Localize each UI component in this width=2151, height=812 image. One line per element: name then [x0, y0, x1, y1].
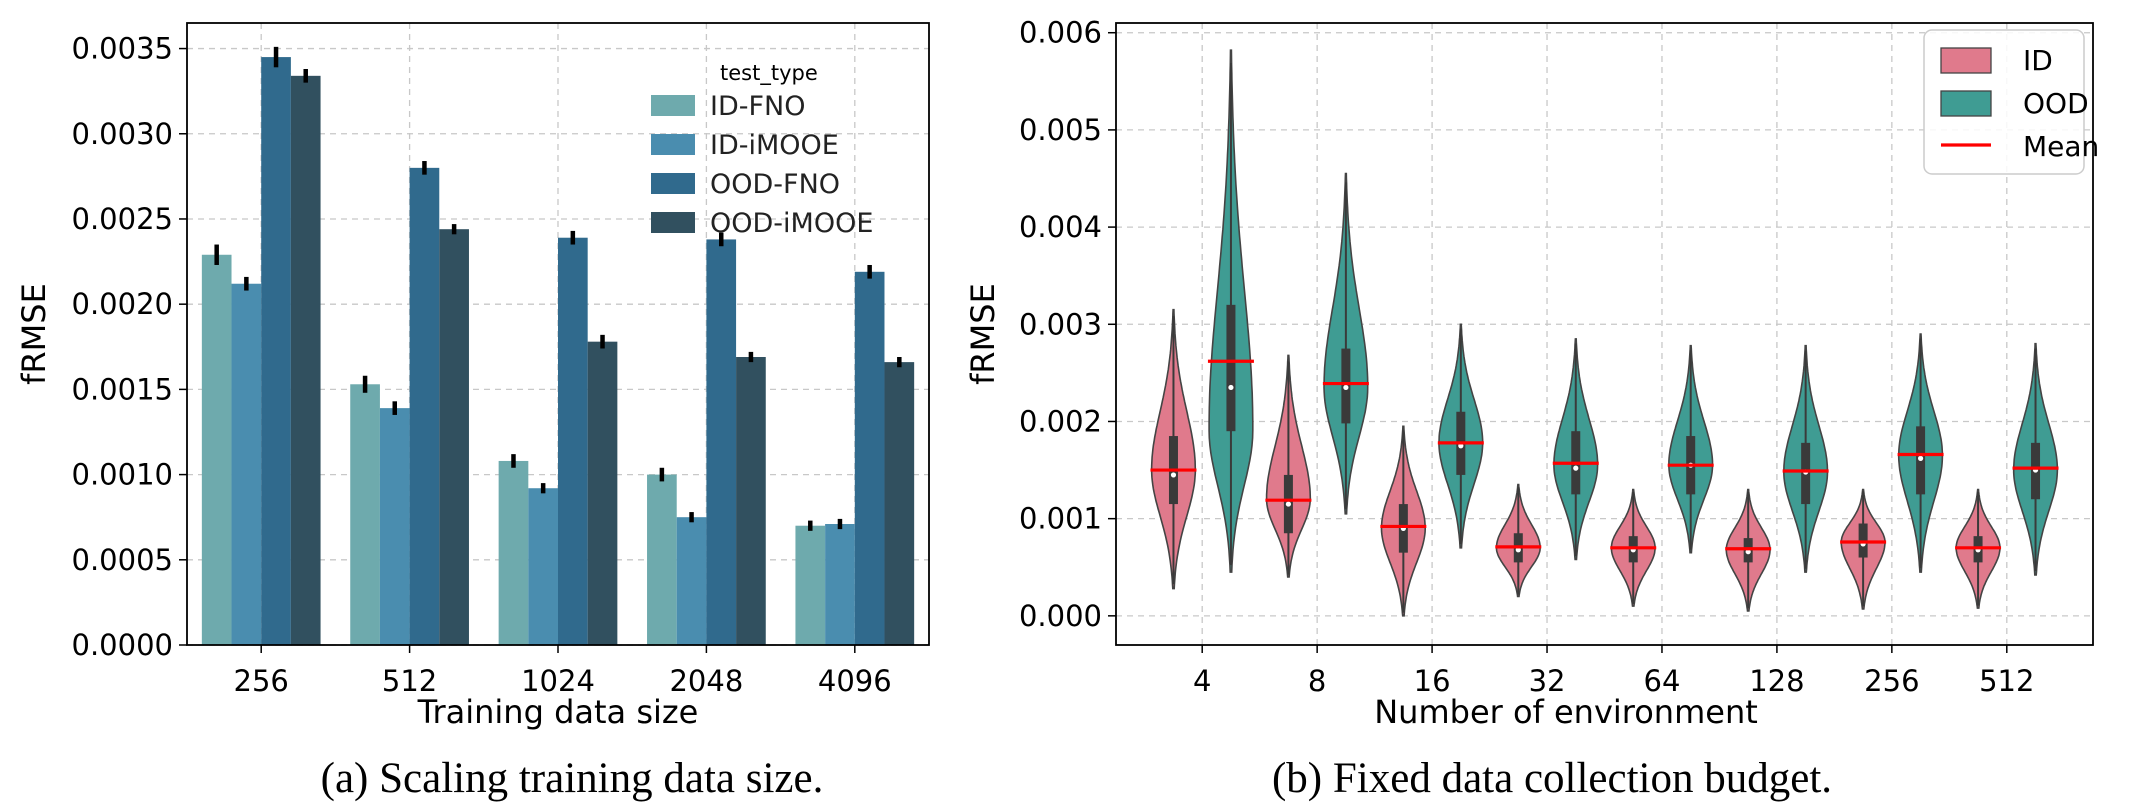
- violin-median: [1458, 443, 1464, 449]
- legend-label: ID: [2023, 44, 2053, 77]
- bar: [647, 474, 677, 645]
- bar: [884, 362, 915, 645]
- x-tick-label: 2048: [669, 664, 743, 698]
- legend-title: test_type: [720, 61, 818, 86]
- violin-chart-y-ticks: 0.000 0.001 0.002 0.003 0.004 0.005 0.006: [1019, 16, 1116, 633]
- y-tick-label: 0.0005: [72, 543, 173, 577]
- caption-a: (a) Scaling training data size.: [321, 755, 824, 802]
- legend-label: ID-FNO: [710, 91, 805, 122]
- violin-median: [1917, 455, 1924, 461]
- y-tick-label: 0.0025: [72, 202, 173, 236]
- bar: [825, 524, 855, 645]
- bar: [350, 384, 380, 645]
- bar: [706, 239, 737, 645]
- y-tick-label: 0.004: [1019, 210, 1102, 244]
- x-tick-label: 64: [1644, 664, 1681, 698]
- violin-chart-legend: ID OOD Mean: [1923, 29, 2099, 175]
- violin-chart-x-axis-label: Number of environment: [1374, 693, 1758, 731]
- violin-median: [1745, 549, 1751, 555]
- y-tick-label: 0.000: [1019, 599, 1102, 633]
- bar-chart-bars: [201, 46, 915, 646]
- x-tick-label: 512: [382, 664, 437, 698]
- y-tick-label: 0.0030: [72, 117, 173, 151]
- bar: [558, 237, 588, 645]
- violin-median: [1228, 384, 1234, 391]
- y-tick-label: 0.0010: [72, 458, 173, 492]
- violin-chart-gridlines: [1116, 23, 2093, 645]
- bar-chart-legend: test_type ID-FNO ID-iMOOE OOD-FNO OOD-iMOOE: [651, 61, 873, 239]
- legend-swatch: [651, 134, 695, 155]
- y-tick-label: 0.002: [1019, 404, 1102, 438]
- x-tick-label: 128: [1749, 664, 1804, 698]
- legend-label: OOD: [2023, 87, 2089, 120]
- legend-swatch: [651, 212, 695, 233]
- bar-chart-x-axis-label: Training data size: [417, 693, 699, 731]
- violin-median: [1285, 501, 1292, 507]
- caption-b: (b) Fixed data collection budget.: [1272, 755, 1832, 802]
- legend-swatch: [651, 173, 695, 194]
- x-tick-label: 32: [1529, 664, 1566, 698]
- bar: [676, 517, 707, 645]
- violin-box: [1226, 304, 1236, 432]
- violin-chart-violins: [1150, 49, 2059, 617]
- bar: [409, 167, 440, 646]
- violin-median: [1515, 547, 1521, 553]
- bar: [528, 488, 558, 645]
- bar: [736, 357, 766, 645]
- y-tick-label: 0.005: [1019, 113, 1102, 147]
- y-tick-label: 0.0015: [72, 372, 173, 406]
- y-tick-label: 0.001: [1019, 502, 1102, 536]
- y-tick-label: 0.006: [1019, 16, 1102, 50]
- legend-swatch: [1940, 47, 1992, 74]
- violin-chart-frame: [1115, 22, 2094, 646]
- violin-chart-y-axis-label: fRMSE: [964, 283, 1002, 385]
- violin-chart-x-ticks: 4 8 16 32 64 128 256 512: [1193, 645, 2034, 698]
- x-tick-label: 8: [1308, 664, 1326, 698]
- bar: [290, 75, 321, 646]
- bar-chart-y-axis-label: fRMSE: [15, 283, 53, 385]
- x-tick-label: 256: [1864, 664, 1919, 698]
- bar: [795, 525, 826, 645]
- y-tick-label: 0.0020: [72, 287, 173, 321]
- bar: [587, 341, 618, 645]
- bar: [379, 408, 410, 645]
- violin-median: [1170, 472, 1177, 478]
- violin-chart-panel: 0.000 0.001 0.002 0.003 0.004 0.005 0.006 4 8 16…: [964, 16, 2099, 802]
- legend-label: OOD-FNO: [710, 169, 840, 200]
- legend-label: ID-iMOOE: [710, 130, 839, 161]
- y-tick-label: 0.0035: [72, 32, 173, 66]
- bar: [231, 283, 262, 645]
- bar-chart-y-ticks: 0.0000 0.0005 0.0010 0.0015 0.0020 0.0025 0.00…: [72, 32, 187, 662]
- legend-label: OOD-iMOOE: [710, 208, 873, 239]
- y-tick-label: 0.003: [1019, 307, 1102, 341]
- bar-chart-x-ticks: 256 512 1024 2048 4096: [234, 645, 892, 698]
- y-tick-label: 0.0000: [72, 628, 173, 662]
- bar: [439, 229, 469, 645]
- x-tick-label: 512: [1979, 664, 2034, 698]
- legend-swatch: [651, 95, 695, 116]
- x-tick-label: 16: [1414, 664, 1451, 698]
- bar-chart-frame: [186, 22, 930, 646]
- violin-median: [1573, 465, 1579, 471]
- violin-median: [1343, 384, 1349, 391]
- x-tick-label: 1024: [521, 664, 595, 698]
- x-tick-label: 4: [1193, 664, 1211, 698]
- bar: [261, 57, 291, 645]
- legend-swatch: [1940, 90, 1992, 117]
- bar: [498, 460, 529, 645]
- x-tick-label: 4096: [818, 664, 892, 698]
- bar: [201, 254, 232, 645]
- x-tick-label: 256: [234, 664, 289, 698]
- bar-chart-panel: 0.0000 0.0005 0.0010 0.0015 0.0020 0.0025 0.00…: [15, 22, 930, 802]
- bar: [854, 271, 885, 645]
- legend-label: Mean: [2023, 130, 2099, 163]
